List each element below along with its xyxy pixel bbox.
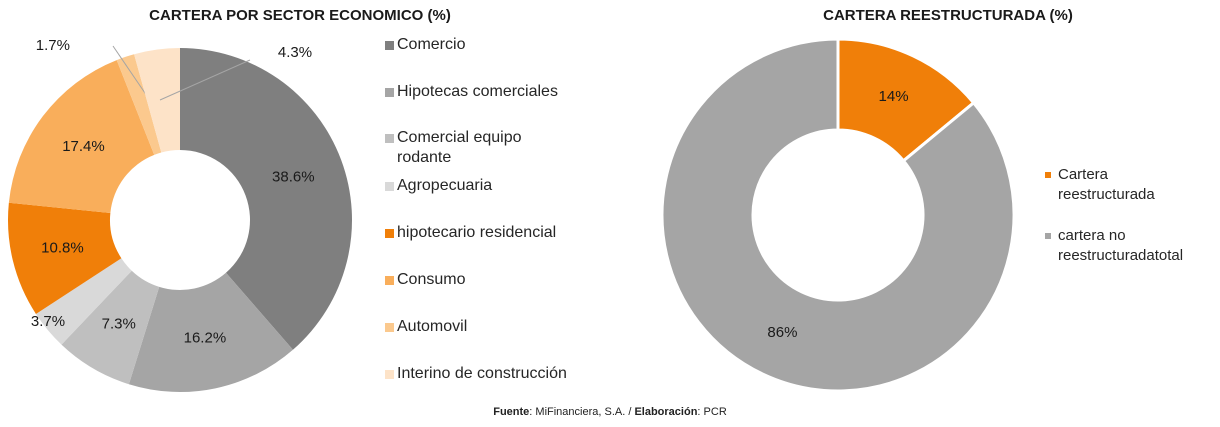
- data-label: 16.2%: [184, 329, 227, 346]
- data-label: 86%: [767, 324, 797, 341]
- slice: [116, 54, 162, 155]
- legend-label: Interino de construcción: [397, 365, 567, 382]
- footer: Fuente: MiFinanciera, S.A. / Elaboración…: [0, 406, 1220, 418]
- legend-swatch: [385, 41, 394, 50]
- slice: [35, 258, 132, 345]
- legend-swatch: [385, 182, 394, 191]
- legend-item: cartera no reestructuradatotal: [1045, 226, 1195, 266]
- data-label: 3.7%: [31, 313, 65, 330]
- legend-label: Agropecuaria: [397, 177, 493, 194]
- legend-swatch: [385, 323, 394, 332]
- legend-item: Agropecuaria: [385, 176, 615, 196]
- slice: [8, 60, 155, 213]
- slice: [180, 48, 352, 350]
- slice: [128, 272, 293, 392]
- slice: [61, 270, 160, 385]
- legend-swatch: [385, 229, 394, 238]
- legend-swatch: [1045, 233, 1051, 239]
- chart-title: CARTERA REESTRUCTURADA (%): [823, 7, 1073, 24]
- source: : MiFinanciera, S.A. /: [529, 406, 635, 418]
- legend-label: Consumo: [397, 271, 466, 288]
- data-label: 7.3%: [102, 315, 136, 332]
- source-label: Fuente: [493, 406, 530, 418]
- legend-item: Cartera reestructurada: [1045, 165, 1195, 205]
- legend-item: hipotecario residencial: [385, 223, 615, 243]
- slice: [134, 48, 180, 153]
- legend-swatch: [385, 134, 394, 143]
- legend-swatch: [1045, 172, 1051, 178]
- author-label: Elaboración: [634, 406, 698, 418]
- data-label: 38.6%: [272, 169, 315, 186]
- data-label: 10.8%: [41, 240, 84, 257]
- data-label: 14%: [879, 88, 909, 105]
- legend-label: Comercio: [397, 36, 466, 53]
- author: : PCR: [697, 406, 727, 418]
- legend-label: Hipotecas comerciales: [397, 83, 558, 100]
- slice: [660, 37, 1016, 393]
- legend-label: Comercial equipo rodante: [397, 129, 522, 166]
- legend-item: Comercial equipo rodante: [385, 128, 535, 168]
- legend-swatch: [385, 88, 394, 97]
- legend-swatch: [385, 370, 394, 379]
- leader-line: [159, 59, 251, 101]
- legend-label: cartera no reestructuradatotal: [1058, 227, 1184, 264]
- legend-label: hipotecario residencial: [397, 224, 557, 241]
- slice: [7, 202, 122, 314]
- legend-item: Comercio: [385, 35, 615, 55]
- data-label: 1.7%: [36, 37, 70, 54]
- legend-item: Automovil: [385, 317, 615, 337]
- legend-item: Interino de construcción: [385, 364, 615, 384]
- legend-item: Hipotecas comerciales: [385, 82, 615, 102]
- legend-label: Automovil: [397, 318, 468, 335]
- leader-line: [112, 45, 148, 97]
- legend-item: Consumo: [385, 270, 615, 290]
- data-label: 17.4%: [62, 138, 105, 155]
- chart-title: CARTERA POR SECTOR ECONOMICO (%): [149, 7, 451, 24]
- legend-swatch: [385, 276, 394, 285]
- data-label: 4.3%: [278, 44, 312, 61]
- legend-label: Cartera reestructurada: [1058, 166, 1155, 203]
